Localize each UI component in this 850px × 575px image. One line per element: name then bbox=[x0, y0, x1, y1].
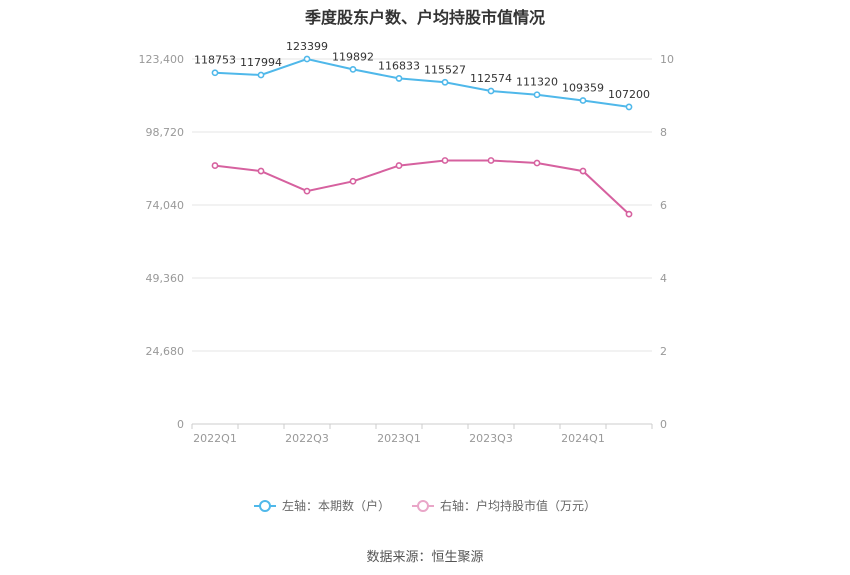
x-tick-label: 2023Q1 bbox=[377, 432, 421, 445]
data-label: 123399 bbox=[286, 40, 328, 53]
data-point bbox=[487, 157, 495, 164]
data-labels: 118753 117994 123399 119892 116833 115527 1125… bbox=[194, 40, 650, 101]
series-line-2 bbox=[214, 159, 630, 215]
left-tick-label: 0 bbox=[177, 418, 184, 431]
right-tick-label: 8 bbox=[660, 126, 667, 139]
right-tick-label: 6 bbox=[660, 199, 667, 212]
series-line-1 bbox=[214, 57, 630, 108]
data-point bbox=[257, 167, 265, 175]
data-point bbox=[441, 78, 449, 86]
data-point bbox=[211, 69, 219, 77]
legend-item-avg-value[interactable]: 右轴：户均持股市值（万元） bbox=[412, 497, 596, 514]
data-points bbox=[211, 55, 633, 218]
data-point bbox=[533, 159, 541, 167]
data-point bbox=[625, 210, 633, 218]
data-point bbox=[395, 75, 403, 82]
left-tick-label: 74,040 bbox=[146, 199, 185, 212]
grid-lines bbox=[192, 58, 652, 352]
x-tick-label: 2024Q1 bbox=[561, 432, 605, 445]
data-point bbox=[303, 187, 311, 195]
data-label: 112574 bbox=[470, 72, 512, 85]
data-label: 116833 bbox=[378, 59, 420, 72]
series-lines bbox=[214, 57, 630, 215]
right-axis-ticks: 0 2 4 6 8 10 bbox=[660, 53, 674, 431]
left-tick-label: 98,720 bbox=[146, 126, 185, 139]
right-tick-label: 0 bbox=[660, 418, 667, 431]
data-point bbox=[257, 71, 265, 79]
left-tick-label: 24,680 bbox=[146, 345, 185, 358]
data-label: 107200 bbox=[608, 88, 650, 101]
left-axis-ticks: 0 24,680 49,360 74,040 98,720 123,400 bbox=[139, 53, 185, 431]
right-tick-label: 4 bbox=[660, 272, 667, 285]
data-point bbox=[441, 157, 449, 164]
data-point bbox=[625, 103, 633, 111]
data-label: 109359 bbox=[562, 82, 604, 95]
legend-swatch-holders bbox=[253, 499, 276, 513]
data-label: 118753 bbox=[194, 54, 236, 67]
left-tick-label: 123,400 bbox=[139, 53, 185, 66]
right-tick-label: 10 bbox=[660, 53, 674, 66]
data-source: 数据来源：恒生聚源 bbox=[366, 550, 484, 565]
legend-swatch-avg-value bbox=[412, 499, 434, 513]
data-point bbox=[303, 55, 311, 63]
x-axis: 2022Q1 2022Q3 2023Q1 2023Q3 2024Q1 bbox=[191, 423, 653, 445]
x-tick-label: 2022Q1 bbox=[193, 432, 237, 445]
legend-label-holders: 左轴：本期数（户） bbox=[281, 499, 390, 513]
data-label: 119892 bbox=[332, 50, 374, 63]
left-tick-label: 49,360 bbox=[146, 272, 185, 285]
x-tick-label: 2022Q3 bbox=[285, 432, 329, 445]
data-point bbox=[579, 97, 587, 104]
data-point bbox=[395, 162, 403, 169]
legend: 左轴：本期数（户） 右轴：户均持股市值（万元） bbox=[0, 497, 850, 514]
data-point bbox=[533, 91, 541, 99]
data-point bbox=[211, 162, 219, 169]
data-label: 115527 bbox=[424, 63, 466, 76]
legend-item-holders[interactable]: 左轴：本期数（户） bbox=[253, 497, 390, 514]
data-point bbox=[349, 177, 357, 185]
legend-label-avg-value: 右轴：户均持股市值（万元） bbox=[440, 499, 597, 513]
chart-title: 季度股东户数、户均持股市值情况 bbox=[304, 8, 545, 27]
data-point bbox=[579, 167, 587, 175]
x-tick-label: 2023Q3 bbox=[469, 432, 513, 445]
data-point bbox=[487, 87, 495, 95]
data-label: 111320 bbox=[516, 76, 558, 89]
right-tick-label: 2 bbox=[660, 345, 667, 358]
data-label: 117994 bbox=[240, 56, 282, 69]
data-point bbox=[349, 65, 357, 73]
